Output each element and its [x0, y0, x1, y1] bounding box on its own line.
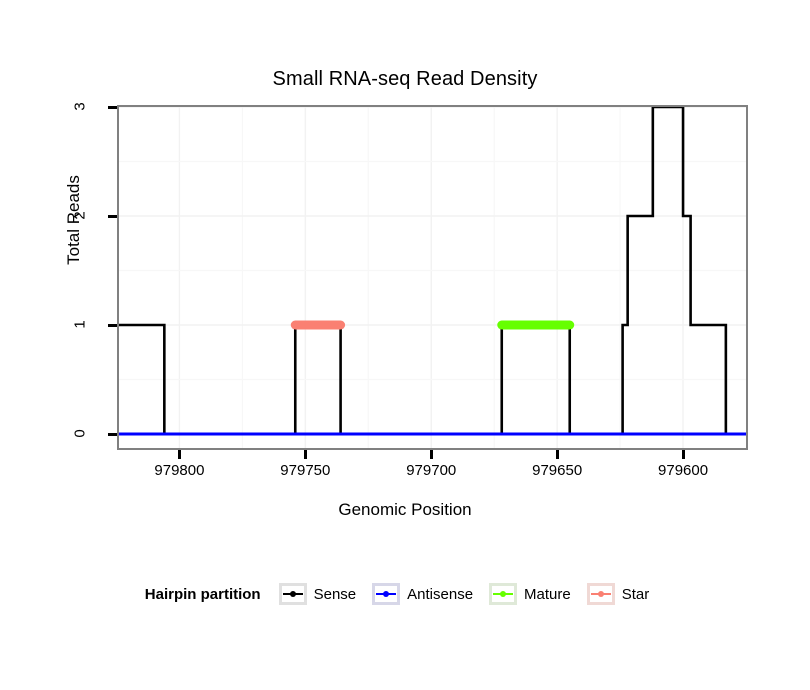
legend-key-dot: [500, 591, 507, 597]
y-tick-label: 2: [71, 211, 89, 220]
line-with-dot-key: [372, 583, 401, 605]
x-tick-label: 979700: [406, 462, 457, 479]
legend-label: Mature: [524, 585, 571, 603]
x-tick-mark: [303, 450, 307, 459]
legend-key-dot: [289, 591, 296, 597]
legend-item-antisense[interactable]: Antisense: [372, 583, 485, 605]
legend-items: Sense Antisense Mature Star: [278, 583, 666, 605]
y-tick-label: 1: [71, 320, 89, 329]
x-tick-label: 979800: [154, 462, 205, 479]
legend-label: Sense: [313, 585, 357, 603]
x-tick-label: 979600: [658, 462, 709, 479]
legend: Hairpin partition Sense Antisense Mature St…: [0, 583, 810, 605]
x-tick-label: 979750: [280, 462, 331, 479]
legend-title: Hairpin partition: [144, 585, 261, 603]
legend-label: Antisense: [407, 585, 474, 603]
y-tick-mark: [108, 214, 117, 218]
y-tick-label: 3: [71, 102, 89, 111]
plot-area: [119, 107, 746, 448]
legend-key-dot: [383, 591, 390, 597]
chart-title: Small RNA-seq Read Density: [272, 68, 538, 90]
line-with-dot-key: [586, 583, 615, 605]
x-tick-mark: [177, 450, 181, 459]
y-tick-label: 0: [71, 429, 89, 438]
line-with-dot-key: [489, 583, 518, 605]
x-axis-label: Genomic Position: [338, 500, 472, 519]
plot-svg: [119, 107, 746, 448]
x-tick-mark: [555, 450, 559, 459]
series-line-sense: [119, 107, 746, 436]
x-tick-mark: [429, 450, 433, 459]
y-tick-mark: [108, 323, 117, 327]
y-tick-mark: [108, 432, 117, 436]
x-tick-mark: [681, 450, 685, 459]
plot-panel: [117, 105, 748, 450]
legend-item-mature[interactable]: Mature: [489, 583, 583, 605]
legend-item-star[interactable]: Star: [586, 583, 662, 605]
legend-label: Star: [621, 585, 650, 603]
legend-item-sense[interactable]: Sense: [278, 583, 369, 605]
y-tick-mark: [108, 105, 117, 109]
line-with-dot-key: [278, 583, 307, 605]
legend-key-dot: [597, 591, 604, 597]
x-tick-label: 979650: [532, 462, 583, 479]
